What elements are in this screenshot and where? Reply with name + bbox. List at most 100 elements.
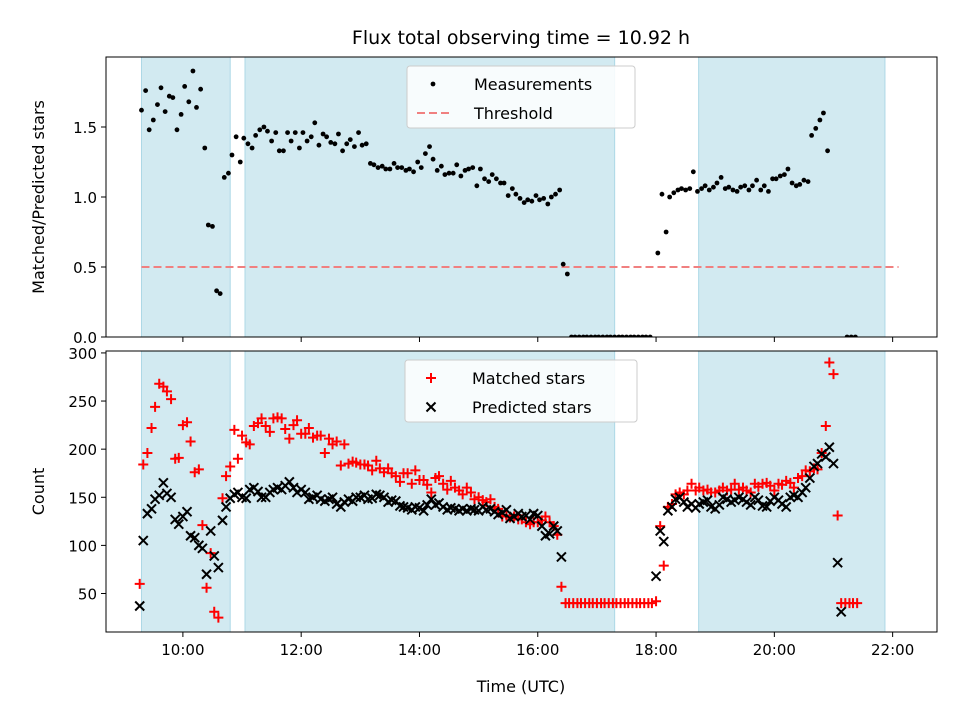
predicted-stars-point [828, 458, 839, 469]
ratio-point [852, 334, 858, 337]
ratio-point [186, 99, 192, 105]
ratio-point [450, 170, 456, 176]
ratio-point [742, 183, 748, 189]
ratio-point [347, 137, 353, 143]
matched-stars-point [402, 468, 413, 479]
predicted-stars-point [761, 501, 772, 513]
ratio-point [817, 117, 823, 123]
matched-stars-point [209, 606, 220, 617]
ratio-point [505, 193, 511, 199]
ratio-point [679, 186, 684, 192]
predicted-stars-point [220, 501, 232, 513]
ratio-legend-label: Threshold [473, 104, 553, 123]
ratio-y-tick-label: 1.5 [73, 119, 97, 137]
ratio-point [714, 180, 720, 186]
ratio-point [418, 165, 424, 171]
ratio-point [569, 334, 574, 337]
predicted-stars-point [812, 458, 823, 469]
predicted-stars-point [209, 550, 220, 562]
ratio-point [513, 191, 519, 197]
predicted-stars-point [205, 525, 216, 537]
ratio-point [269, 138, 275, 144]
ratio-point [730, 187, 736, 193]
matched-stars-point [426, 487, 437, 498]
ratio-point [446, 170, 452, 176]
ratio-point [521, 200, 527, 206]
predicted-stars-point [300, 487, 311, 498]
predicted-stars-point [197, 543, 208, 554]
ratio-point [470, 165, 476, 171]
ratio-point [825, 148, 830, 154]
ratio-point [596, 334, 602, 337]
ratio-point [797, 182, 803, 187]
ratio-point [162, 109, 168, 114]
count-y-tick-label: 50 [78, 586, 97, 604]
ratio-point [178, 112, 184, 117]
ratio-point [619, 334, 625, 337]
ratio-point [801, 177, 807, 183]
ratio-point [387, 166, 393, 172]
ratio-point [308, 134, 314, 140]
ratio-point [726, 184, 732, 190]
ratio-point [233, 134, 239, 140]
predicted-stars-point [780, 501, 792, 513]
count-legend: Matched stars Predicted stars [404, 359, 638, 423]
matched-stars-point [422, 479, 433, 490]
matched-stars-point [390, 471, 401, 482]
count-observing-interval-2 [698, 350, 886, 633]
ratio-point [809, 133, 815, 138]
matched-stars-point [217, 493, 228, 504]
matched-stars-point [237, 430, 248, 441]
ratio-point [202, 145, 208, 151]
ratio-point [844, 334, 850, 337]
ratio-point [548, 194, 554, 200]
predicted-stars-point [800, 482, 811, 493]
predicted-stars-point [753, 494, 764, 506]
predicted-stars-point [654, 525, 666, 537]
ratio-point [580, 334, 586, 337]
ratio-point [493, 176, 499, 182]
ratio-point [655, 250, 661, 256]
predicted-stars-point [201, 569, 212, 580]
predicted-stars-point [536, 520, 548, 532]
matched-stars-point [221, 471, 232, 482]
ratio-point [770, 176, 775, 182]
ratio-point [466, 166, 471, 172]
ratio-point [336, 131, 341, 137]
ratio-point [588, 334, 594, 337]
matched-stars-point [185, 436, 196, 447]
matched-stars-point [229, 424, 240, 435]
ratio-y-tick-label: 0.0 [73, 329, 97, 347]
ratio-point [170, 95, 176, 100]
ratio-point [182, 84, 188, 89]
matched-stars-point [367, 465, 378, 476]
matched-stars-point [182, 417, 193, 428]
ratio-point [604, 334, 610, 337]
ratio-point [304, 138, 310, 144]
ratio-point [592, 334, 598, 337]
predicted-stars-point [556, 551, 567, 563]
ratio-point [285, 130, 290, 136]
x-tick-label: 14:00 [398, 641, 441, 659]
ratio-point [245, 141, 251, 147]
matched-stars-point [134, 578, 145, 589]
ratio-point [379, 163, 385, 169]
ratio-point [667, 194, 673, 200]
predicted-stars-point [350, 492, 362, 503]
predicted-stars-point [284, 476, 295, 488]
x-tick-label: 22:00 [871, 641, 914, 659]
matched-stars-point [256, 413, 267, 424]
ratio-legend-box [406, 65, 636, 129]
predicted-stars-point [552, 525, 563, 537]
ratio-point [312, 120, 318, 126]
ratio-point [363, 141, 369, 147]
ratio-point [805, 179, 811, 185]
ratio-point [557, 187, 563, 193]
ratio-point [848, 334, 854, 337]
ratio-point [427, 144, 432, 150]
ratio-point [288, 138, 294, 144]
count-y-tick-label: 200 [68, 441, 97, 459]
ratio-point [395, 165, 400, 171]
ratio-point [210, 224, 215, 229]
ratio-y-axis-label: Matched/Predicted stars [29, 100, 48, 294]
